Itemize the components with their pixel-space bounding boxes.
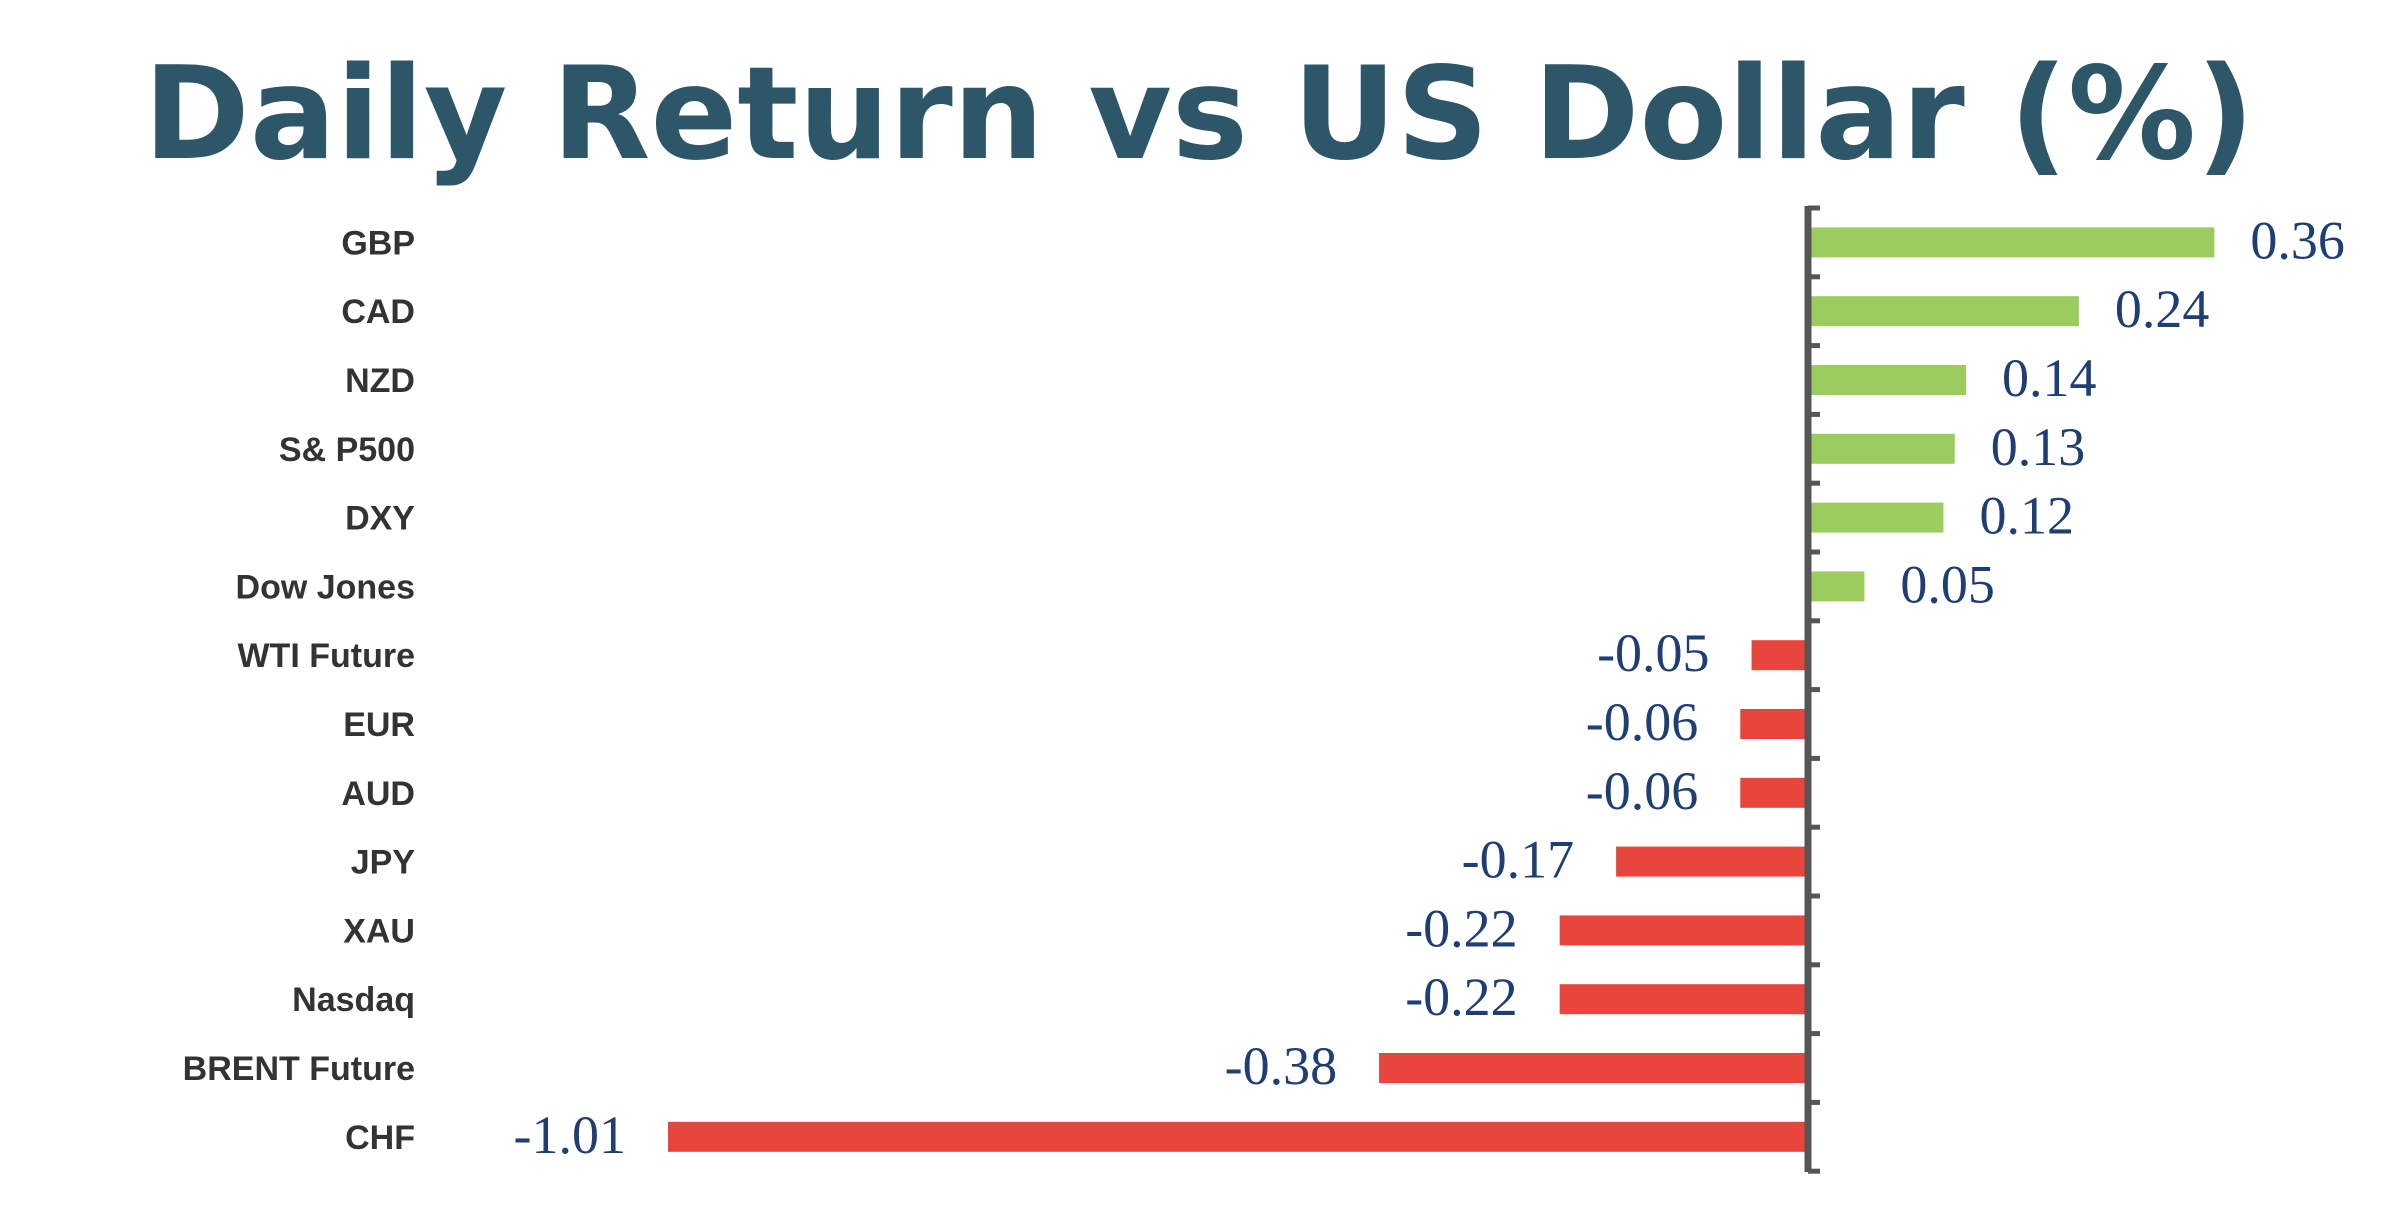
category-label: CAD <box>341 293 415 331</box>
category-label: BRENT Future <box>183 1050 415 1088</box>
bar <box>1808 502 1944 533</box>
data-label: -0.22 <box>1405 898 1517 958</box>
data-label: -1.01 <box>514 1105 626 1165</box>
bar <box>1808 365 1967 395</box>
bar <box>1808 227 2215 258</box>
category-label: EUR <box>343 706 415 744</box>
bar <box>1808 433 1955 464</box>
bar <box>1808 296 2079 327</box>
data-label: 0.12 <box>1979 486 2074 546</box>
bar <box>1616 846 1808 877</box>
category-label: Dow Jones <box>236 568 415 606</box>
category-label: XAU <box>343 912 415 950</box>
chart-title: Daily Return vs US Dollar (%) <box>143 40 2255 189</box>
category-label: CHF <box>345 1119 415 1157</box>
data-label: -0.38 <box>1225 1036 1337 1096</box>
data-label: -0.17 <box>1462 830 1574 890</box>
data-label: -0.06 <box>1586 761 1698 821</box>
data-label: -0.06 <box>1586 692 1698 752</box>
data-label: 0.36 <box>2250 210 2345 270</box>
data-label: 0.24 <box>2115 279 2210 339</box>
category-label: WTI Future <box>237 637 415 675</box>
bar <box>1559 984 1808 1015</box>
category-label: Nasdaq <box>292 981 415 1019</box>
bar <box>1379 1053 1808 1083</box>
category-label: NZD <box>345 362 415 400</box>
category-label: AUD <box>341 775 415 813</box>
bar <box>1740 777 1808 808</box>
bar <box>1808 571 1865 602</box>
data-label: 0.05 <box>1900 554 1995 614</box>
data-label: 0.13 <box>1991 417 2086 477</box>
data-label: 0.14 <box>2002 348 2097 408</box>
category-label: JPY <box>351 844 416 882</box>
category-label: GBP <box>341 224 415 262</box>
category-label: S& P500 <box>279 431 415 469</box>
bar <box>1740 709 1808 739</box>
bar <box>668 1121 1808 1152</box>
bar <box>1559 915 1808 946</box>
data-label: -0.05 <box>1597 623 1709 683</box>
category-label: DXY <box>345 500 415 538</box>
data-label: -0.22 <box>1405 967 1517 1027</box>
bar <box>1751 640 1808 671</box>
